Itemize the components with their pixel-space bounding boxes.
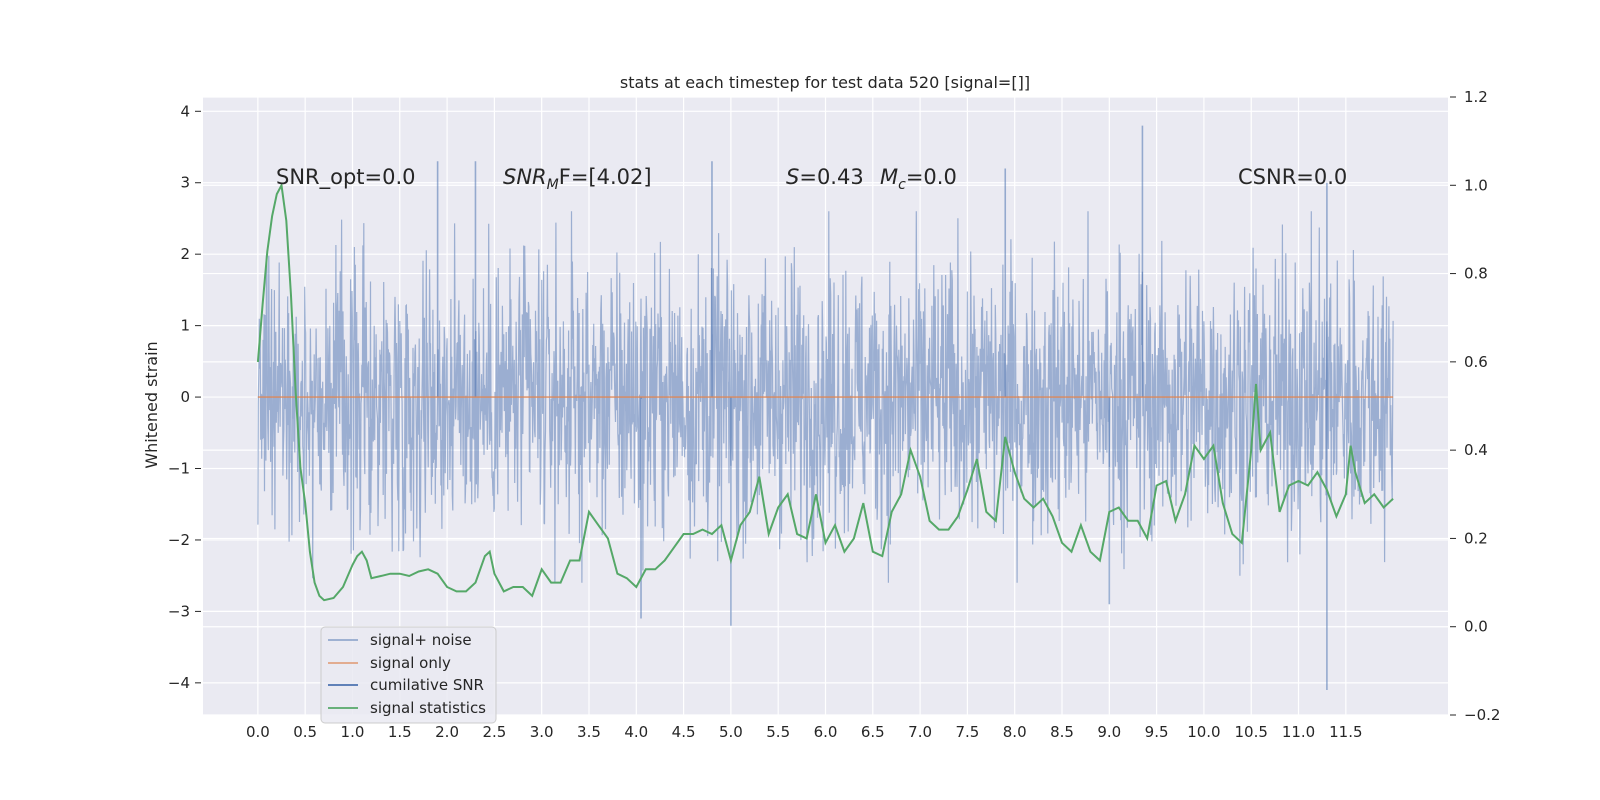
x-tick-label-10: 5.0 — [719, 723, 743, 741]
x-tick-label-14: 7.0 — [908, 723, 932, 741]
snr-mf-rest: F=[4.02] — [559, 165, 652, 189]
y2-axis-ticks: 1.2 1.0 0.8 0.6 0.4 0.2 0.0 −0.2 — [1450, 88, 1500, 724]
mc-main: M — [880, 165, 898, 189]
x-tick-label-5: 2.5 — [482, 723, 506, 741]
y2-tick-label-5: 0.2 — [1464, 529, 1488, 547]
legend-label-cumulative-snr: cumilative SNR — [370, 676, 484, 694]
y-tick-label-1: 3 — [180, 174, 190, 192]
legend-label-signal-noise: signal+ noise — [370, 631, 472, 649]
x-tick-label-4: 2.0 — [435, 723, 459, 741]
series-signal-statistics — [256, 182, 1394, 602]
y2-tick-label-2: 0.8 — [1464, 265, 1488, 283]
x-tick-label-8: 4.0 — [624, 723, 648, 741]
s-main: S — [786, 165, 799, 189]
y-tick-label-2: 2 — [180, 245, 190, 263]
y2-tick-label-1: 1.0 — [1464, 176, 1488, 194]
x-tick-label-11: 5.5 — [766, 723, 790, 741]
y-tick-label-6: −2 — [168, 531, 190, 549]
snr-mf-sub: M — [547, 177, 559, 193]
annotation-snr-mf: SNRMF=[4.02] — [503, 165, 652, 193]
x-tick-label-22: 11.0 — [1282, 723, 1315, 741]
s-rest: =0.43 — [799, 165, 863, 189]
x-tick-label-18: 9.0 — [1097, 723, 1121, 741]
x-tick-label-0: 0.0 — [246, 723, 270, 741]
y2-tick-label-4: 0.4 — [1464, 441, 1488, 459]
series-signal-noise-line — [257, 211, 1394, 583]
series-signal-noise — [257, 125, 1394, 690]
y-tick-label-8: −4 — [168, 674, 190, 692]
legend-box — [320, 626, 497, 724]
y2-tick-label-7: −0.2 — [1464, 706, 1500, 724]
annotation-snr-opt: SNR_opt=0.0 — [276, 165, 416, 190]
x-tick-label-17: 8.5 — [1050, 723, 1074, 741]
x-tick-label-20: 10.0 — [1187, 723, 1220, 741]
x-tick-label-16: 8.0 — [1003, 723, 1027, 741]
annotation-s: S=0.43 — [786, 165, 864, 189]
x-tick-label-15: 7.5 — [955, 723, 979, 741]
y2-tick-label-0: 1.2 — [1464, 88, 1488, 106]
x-tick-label-6: 3.0 — [530, 723, 554, 741]
mc-rest: =0.0 — [906, 165, 957, 189]
x-tick-label-1: 0.5 — [293, 723, 317, 741]
y-tick-label-3: 1 — [180, 317, 190, 335]
x-tick-label-19: 9.5 — [1145, 723, 1169, 741]
snr-mf-main: SNR — [503, 165, 547, 189]
chart-title: stats at each timestep for test data 520… — [620, 73, 1030, 92]
x-tick-label-13: 6.5 — [861, 723, 885, 741]
x-tick-label-21: 10.5 — [1235, 723, 1268, 741]
y-tick-label-5: −1 — [168, 460, 190, 478]
y-axis-label: Whitened strain — [142, 341, 161, 468]
y2-tick-label-6: 0.0 — [1464, 618, 1488, 636]
x-tick-label-23: 11.5 — [1329, 723, 1362, 741]
x-tick-label-9: 4.5 — [672, 723, 696, 741]
legend-label-signal-statistics: signal statistics — [370, 699, 486, 717]
legend-label-signal-only: signal only — [370, 654, 451, 672]
annotation-csnr: CSNR=0.0 — [1238, 165, 1347, 189]
legend: signal+ noise signal only cumilative SNR… — [320, 626, 497, 724]
x-axis-ticks: 0.0 0.5 1.0 1.5 2.0 2.5 3.0 3.5 4.0 4.5 5.0 5.5 6.0 6… — [246, 723, 1363, 741]
y-tick-label-0: 4 — [180, 102, 190, 120]
x-tick-label-12: 6.0 — [814, 723, 838, 741]
annotation-mc: Mc=0.0 — [880, 165, 957, 193]
mc-sub: c — [898, 177, 906, 193]
x-tick-label-3: 1.5 — [388, 723, 412, 741]
x-tick-label-7: 3.5 — [577, 723, 601, 741]
y2-tick-label-3: 0.6 — [1464, 353, 1488, 371]
x-tick-label-2: 1.0 — [341, 723, 365, 741]
series-signal-statistics-line — [256, 182, 1394, 602]
y-axis-ticks: 4 3 2 1 0 −1 −2 −3 −4 — [168, 102, 201, 692]
y-tick-label-7: −3 — [168, 602, 190, 620]
y-tick-label-4: 0 — [180, 388, 190, 406]
